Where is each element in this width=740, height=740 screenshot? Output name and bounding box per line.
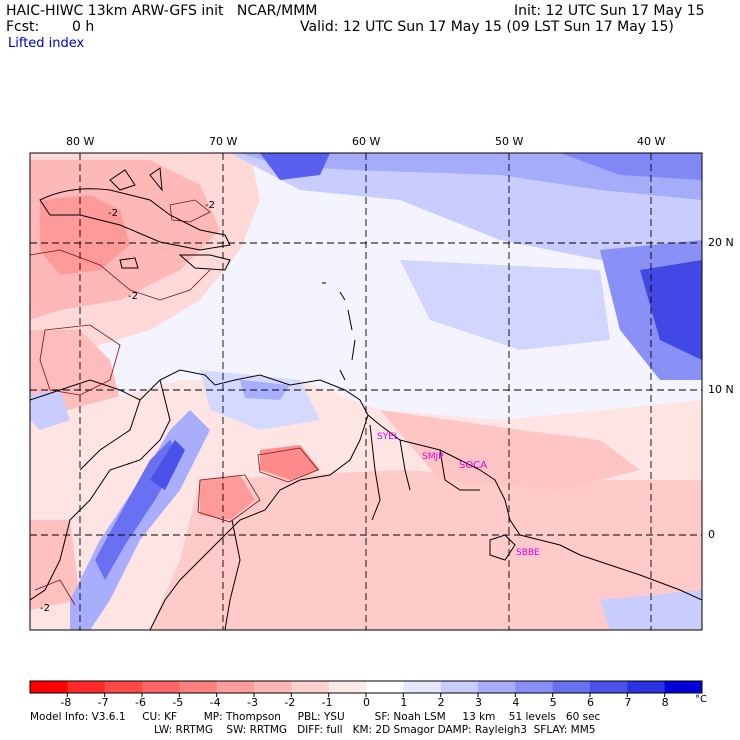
colorbar-label: 6 [587,696,594,709]
colorbar [29,680,703,697]
station-label: SBBE [516,548,540,558]
colorbar-label: 2 [437,696,445,709]
contour-label: -2 [128,291,138,302]
colorbar-label: 4 [512,696,520,709]
lon-label: 50 W [495,135,524,148]
colorbar-label: -5 [172,696,184,709]
colorbar-swatch [552,681,591,693]
lat-label: 0 [708,528,715,541]
colorbar-swatch [478,681,516,693]
map-title: HAIC-HIWC 13km ARW-GFS init NCAR/MMM [6,3,318,19]
lon-label: 60 W [352,135,381,148]
colorbar-swatch [142,681,180,693]
model-info-line1: Model Info: V3.6.1 CU: KF MP: Thompson P… [30,711,601,723]
station-label: SOCA [459,460,488,471]
colorbar-label: 1 [400,696,408,709]
field-name: Lifted index [8,36,85,51]
colorbar-swatch [366,681,404,693]
colorbar-label: -3 [247,696,258,709]
colorbar-label: -7 [97,696,109,709]
graticule [30,153,702,630]
colorbar-label: -1 [321,696,333,709]
lon-label: 70 W [209,135,238,148]
valid-time: Valid: 12 UTC Sun 17 May 15 (09 LST Sun … [300,19,674,35]
colorbar-label: -2 [284,696,296,709]
colorbar-label: 3 [475,696,482,709]
lifted-index-field [30,153,702,630]
lon-label: 40 W [637,135,666,148]
colorbar-swatch [515,681,554,693]
colorbar-swatch [627,681,666,693]
map-frame [29,152,703,631]
contour-label: -2 [40,603,50,614]
colorbar-swatch [179,681,218,693]
colorbar-swatch [67,681,106,693]
colorbar-swatch [664,681,703,693]
forecast-label: Fcst: [6,19,40,35]
model-info-line2: LW: RRTMG SW: RRTMG DIFF: full KM: 2D Sm… [154,724,596,736]
lon-label: 80 W [66,135,95,148]
coastlines [30,167,702,630]
station-label: SYEL [377,432,399,442]
colorbar-swatch [590,681,628,693]
colorbar-label: 8 [661,696,669,709]
forecast-hour: 0 h [72,19,95,35]
station-label: SMJP [422,452,444,462]
contour-label: -2 [205,200,215,211]
colorbar-label: -4 [209,696,221,709]
colorbar-swatch [104,681,143,693]
contour-label: -2 [108,208,118,219]
colorbar-label: -6 [135,696,146,709]
colorbar-unit: °C [695,694,707,705]
colorbar-swatch [254,681,292,693]
colorbar-swatch [216,681,255,693]
contour-lines [30,199,319,606]
lat-label: 20 N [708,236,734,249]
colorbar-label: 5 [549,696,557,709]
colorbar-swatch [328,681,367,693]
colorbar-swatch [30,681,68,693]
colorbar-swatch [291,681,330,693]
colorbar-label: 0 [363,696,370,709]
colorbar-label: -8 [60,696,72,709]
lat-label: 10 N [708,383,734,396]
colorbar-swatch [440,681,479,693]
colorbar-swatch [403,681,442,693]
colorbar-label: 7 [624,696,632,709]
init-time: Init: 12 UTC Sun 17 May 15 [514,3,705,19]
